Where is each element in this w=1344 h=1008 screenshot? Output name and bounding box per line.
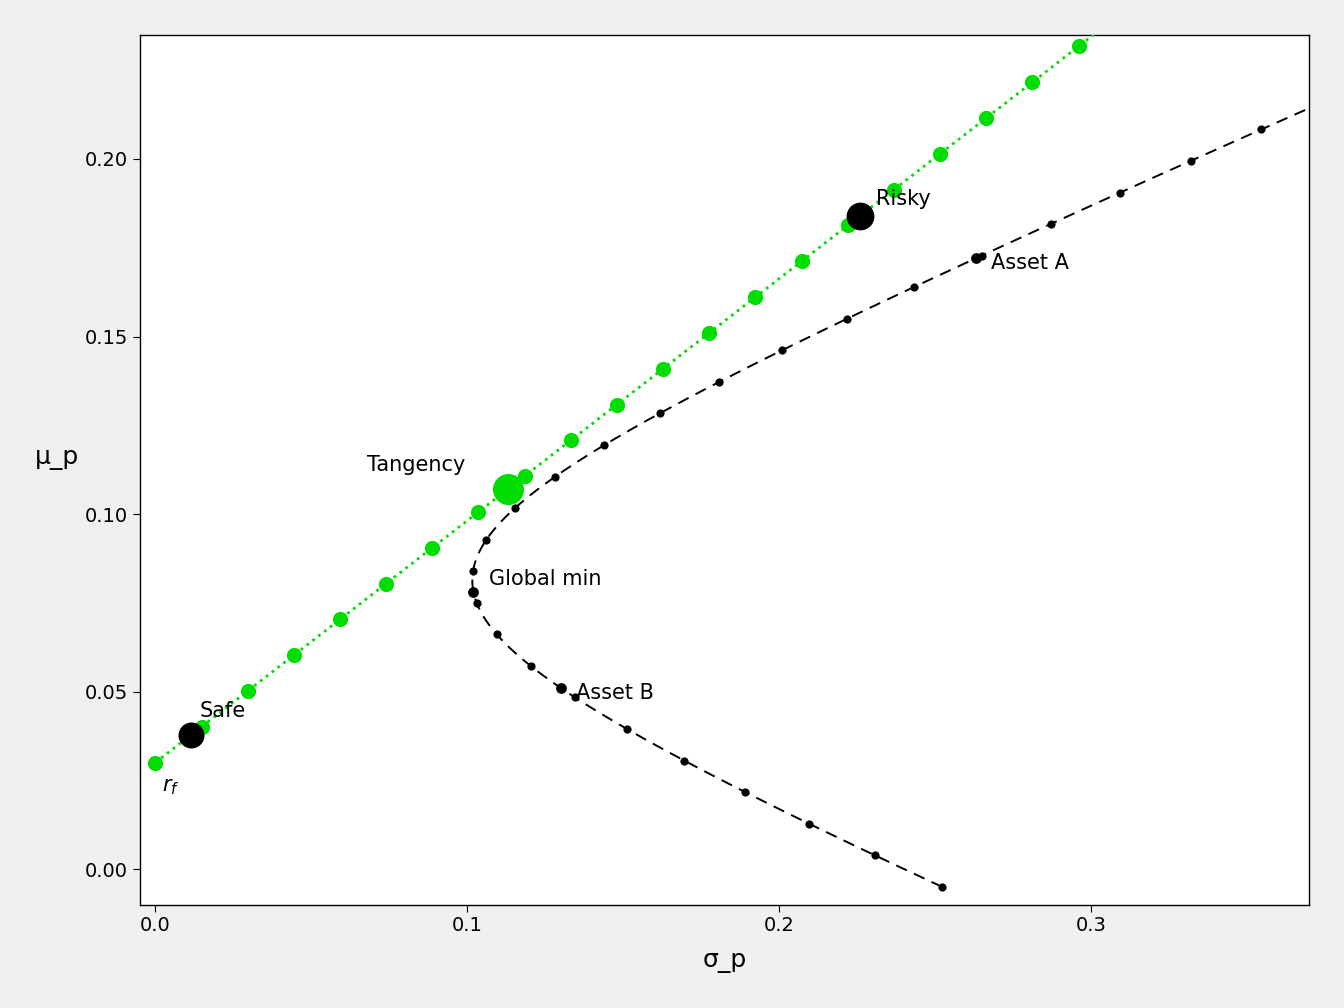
Point xyxy=(237,682,258,699)
Point xyxy=(497,481,519,497)
Point xyxy=(836,310,857,327)
Point xyxy=(1322,90,1344,106)
Point xyxy=(864,847,886,863)
Point xyxy=(544,469,566,485)
Point xyxy=(1040,216,1062,232)
Text: Risky: Risky xyxy=(876,190,930,209)
X-axis label: σ_p: σ_p xyxy=(703,950,747,974)
Point xyxy=(1180,153,1202,169)
Point xyxy=(520,658,542,674)
Point xyxy=(673,753,695,769)
Point xyxy=(513,468,535,484)
Point xyxy=(191,719,212,735)
Point xyxy=(468,504,489,520)
Point xyxy=(560,432,582,449)
Point xyxy=(594,436,616,453)
Point xyxy=(970,248,992,264)
Point xyxy=(550,680,571,697)
Point xyxy=(649,405,671,421)
Point xyxy=(466,595,488,611)
Point xyxy=(180,727,202,743)
Text: Safe: Safe xyxy=(200,702,246,722)
Point xyxy=(798,815,820,832)
Text: Asset A: Asset A xyxy=(991,253,1068,273)
Point xyxy=(837,218,859,234)
Point xyxy=(487,626,508,642)
Point xyxy=(1067,38,1089,54)
Point xyxy=(1114,3,1136,19)
Point xyxy=(1251,121,1273,137)
Point xyxy=(652,361,673,377)
Text: $r_f$: $r_f$ xyxy=(161,776,179,796)
Point xyxy=(606,396,628,412)
Point xyxy=(929,146,950,162)
Point xyxy=(976,110,997,126)
Point xyxy=(329,611,351,627)
Text: Tangency: Tangency xyxy=(367,456,466,476)
Point xyxy=(284,647,305,663)
Point xyxy=(745,289,766,305)
Point xyxy=(790,253,812,269)
Point xyxy=(771,343,793,359)
Point xyxy=(564,689,586,706)
Text: Global min: Global min xyxy=(489,570,602,589)
Point xyxy=(422,539,444,555)
Point xyxy=(375,576,396,592)
Point xyxy=(476,531,497,547)
Point xyxy=(903,279,925,295)
Point xyxy=(699,325,720,341)
Point xyxy=(504,500,526,516)
Point xyxy=(145,755,167,771)
Point xyxy=(462,563,484,580)
Point xyxy=(883,181,905,198)
Point xyxy=(931,879,953,895)
Point xyxy=(735,784,757,800)
Point xyxy=(965,250,986,266)
Point xyxy=(849,208,871,224)
Point xyxy=(617,721,638,737)
Point xyxy=(708,374,730,390)
Point xyxy=(1021,75,1043,91)
Text: Asset B: Asset B xyxy=(577,682,655,703)
Point xyxy=(1109,184,1130,201)
Point xyxy=(462,584,484,600)
Y-axis label: μ_p: μ_p xyxy=(35,446,79,470)
Point xyxy=(145,755,167,771)
